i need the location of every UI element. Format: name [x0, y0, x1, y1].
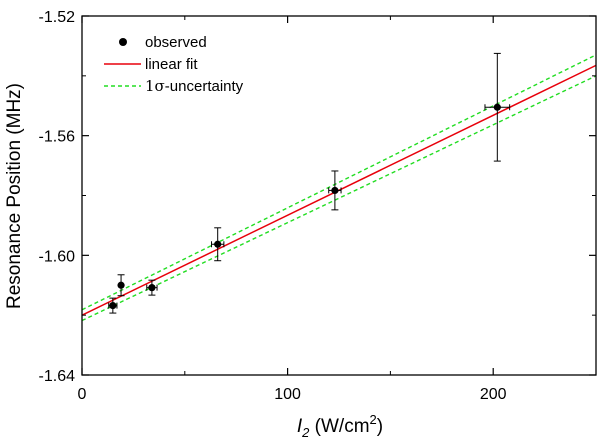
legend-label-uncertainty: 1σ-uncertainty	[145, 77, 244, 95]
legend: observed linear fit 1σ-uncertainty	[104, 34, 244, 95]
uncertainty-line-upper	[82, 54, 597, 311]
data-point	[493, 103, 501, 111]
x-tick-label: 0	[78, 386, 87, 403]
y-tick-label: -1.64	[39, 368, 76, 385]
data-point	[117, 281, 125, 289]
legend-label-observed: observed	[145, 34, 207, 51]
legend-sigma-rest: -uncertainty	[165, 78, 244, 95]
x-axis-label: I2 (W/cm2)	[297, 412, 383, 440]
x-axis-label-sub: 2	[301, 425, 310, 440]
uncertainty-line-lower	[82, 75, 597, 322]
legend-label-fit: linear fit	[145, 56, 198, 73]
data-point	[148, 284, 156, 292]
y-tick-label: -1.52	[39, 9, 76, 26]
x-axis-label-main: I	[297, 416, 303, 437]
legend-sigma-symbol: 1σ	[145, 77, 165, 95]
legend-marker-observed	[119, 38, 127, 46]
x-tick-label: 100	[274, 386, 301, 403]
x-axis-label-close: )	[377, 416, 383, 437]
y-tick-label: -1.56	[39, 129, 76, 146]
x-tick-label: 200	[480, 386, 507, 403]
x-axis-label-unit: (W/cm	[309, 416, 369, 437]
data-point	[331, 186, 339, 195]
x-axis-label-sup: 2	[370, 412, 377, 427]
y-axis-label: Resonance Position (MHz)	[4, 83, 25, 309]
y-tick-label: -1.60	[39, 248, 76, 265]
data-point	[214, 240, 222, 248]
data-point	[109, 301, 117, 310]
